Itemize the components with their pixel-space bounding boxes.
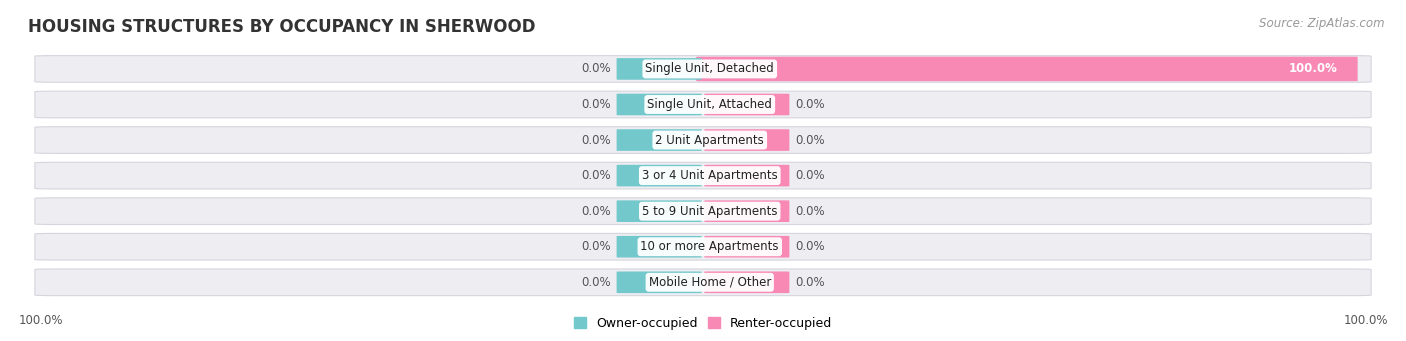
Text: 0.0%: 0.0% bbox=[794, 98, 824, 111]
Text: 3 or 4 Unit Apartments: 3 or 4 Unit Apartments bbox=[643, 169, 778, 182]
Text: 0.0%: 0.0% bbox=[794, 205, 824, 218]
Text: Source: ZipAtlas.com: Source: ZipAtlas.com bbox=[1260, 17, 1385, 30]
FancyBboxPatch shape bbox=[617, 129, 702, 151]
FancyBboxPatch shape bbox=[704, 129, 789, 151]
Text: 0.0%: 0.0% bbox=[794, 134, 824, 147]
FancyBboxPatch shape bbox=[35, 162, 1371, 189]
Text: Single Unit, Detached: Single Unit, Detached bbox=[645, 62, 775, 75]
FancyBboxPatch shape bbox=[35, 91, 1371, 118]
FancyBboxPatch shape bbox=[704, 271, 789, 293]
FancyBboxPatch shape bbox=[704, 236, 789, 257]
Text: 100.0%: 100.0% bbox=[1288, 62, 1337, 75]
Text: 0.0%: 0.0% bbox=[794, 169, 824, 182]
Text: Mobile Home / Other: Mobile Home / Other bbox=[648, 276, 770, 289]
Legend: Owner-occupied, Renter-occupied: Owner-occupied, Renter-occupied bbox=[568, 312, 838, 335]
FancyBboxPatch shape bbox=[696, 57, 1358, 81]
FancyBboxPatch shape bbox=[35, 198, 1371, 224]
Text: 0.0%: 0.0% bbox=[582, 62, 612, 75]
Text: 100.0%: 100.0% bbox=[18, 314, 63, 327]
FancyBboxPatch shape bbox=[35, 56, 1371, 82]
Text: 0.0%: 0.0% bbox=[582, 98, 612, 111]
Text: 0.0%: 0.0% bbox=[582, 169, 612, 182]
Text: 0.0%: 0.0% bbox=[582, 134, 612, 147]
Text: 0.0%: 0.0% bbox=[582, 276, 612, 289]
Text: 0.0%: 0.0% bbox=[794, 240, 824, 253]
FancyBboxPatch shape bbox=[617, 165, 702, 187]
Text: HOUSING STRUCTURES BY OCCUPANCY IN SHERWOOD: HOUSING STRUCTURES BY OCCUPANCY IN SHERW… bbox=[28, 18, 536, 36]
FancyBboxPatch shape bbox=[704, 94, 789, 115]
FancyBboxPatch shape bbox=[704, 58, 789, 80]
FancyBboxPatch shape bbox=[35, 127, 1371, 153]
Text: 0.0%: 0.0% bbox=[582, 240, 612, 253]
FancyBboxPatch shape bbox=[704, 165, 789, 187]
Text: 100.0%: 100.0% bbox=[1343, 314, 1388, 327]
Text: 0.0%: 0.0% bbox=[794, 276, 824, 289]
FancyBboxPatch shape bbox=[35, 269, 1371, 296]
FancyBboxPatch shape bbox=[617, 236, 702, 257]
Text: 10 or more Apartments: 10 or more Apartments bbox=[641, 240, 779, 253]
Text: 2 Unit Apartments: 2 Unit Apartments bbox=[655, 134, 763, 147]
FancyBboxPatch shape bbox=[617, 201, 702, 222]
FancyBboxPatch shape bbox=[617, 58, 702, 80]
FancyBboxPatch shape bbox=[704, 201, 789, 222]
FancyBboxPatch shape bbox=[617, 271, 702, 293]
Text: 0.0%: 0.0% bbox=[582, 205, 612, 218]
Text: 5 to 9 Unit Apartments: 5 to 9 Unit Apartments bbox=[643, 205, 778, 218]
FancyBboxPatch shape bbox=[35, 233, 1371, 260]
FancyBboxPatch shape bbox=[617, 94, 702, 115]
Text: Single Unit, Attached: Single Unit, Attached bbox=[647, 98, 772, 111]
